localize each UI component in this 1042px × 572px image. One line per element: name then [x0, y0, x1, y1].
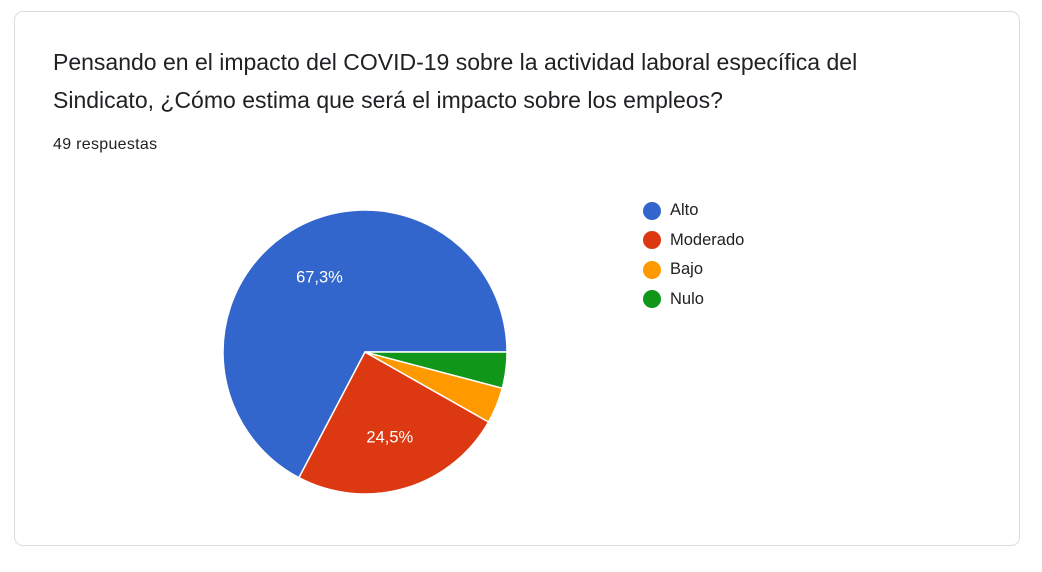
legend-item-nulo[interactable]: Nulo [643, 285, 744, 315]
pie-slice-moderado[interactable] [297, 350, 490, 495]
response-count: 49 respuestas [53, 136, 158, 153]
legend-item-alto[interactable]: Alto [643, 196, 744, 226]
legend-label: Moderado [670, 230, 745, 249]
legend-label: Bajo [670, 260, 704, 279]
legend-swatch [643, 260, 661, 279]
legend-item-bajo[interactable]: Bajo [643, 255, 744, 285]
chart-legend: Alto Moderado Bajo Nulo [643, 196, 744, 314]
pie-slice-nulo[interactable] [364, 351, 508, 390]
legend-item-moderado[interactable]: Moderado [643, 226, 744, 256]
legend-swatch [643, 290, 661, 309]
slice-label-moderado: 24,5% [366, 428, 413, 446]
pie-slice-alto[interactable] [222, 209, 508, 479]
legend-label: Alto [670, 201, 699, 220]
question-card: Pensando en el impacto del COVID-19 sobr… [14, 11, 1020, 546]
legend-swatch [643, 201, 661, 220]
legend-label: Nulo [670, 289, 704, 308]
legend-swatch [643, 231, 661, 250]
slice-label-alto: 67,3% [296, 269, 343, 287]
question-title: Pensando en el impacto del COVID-19 sobr… [53, 49, 858, 113]
